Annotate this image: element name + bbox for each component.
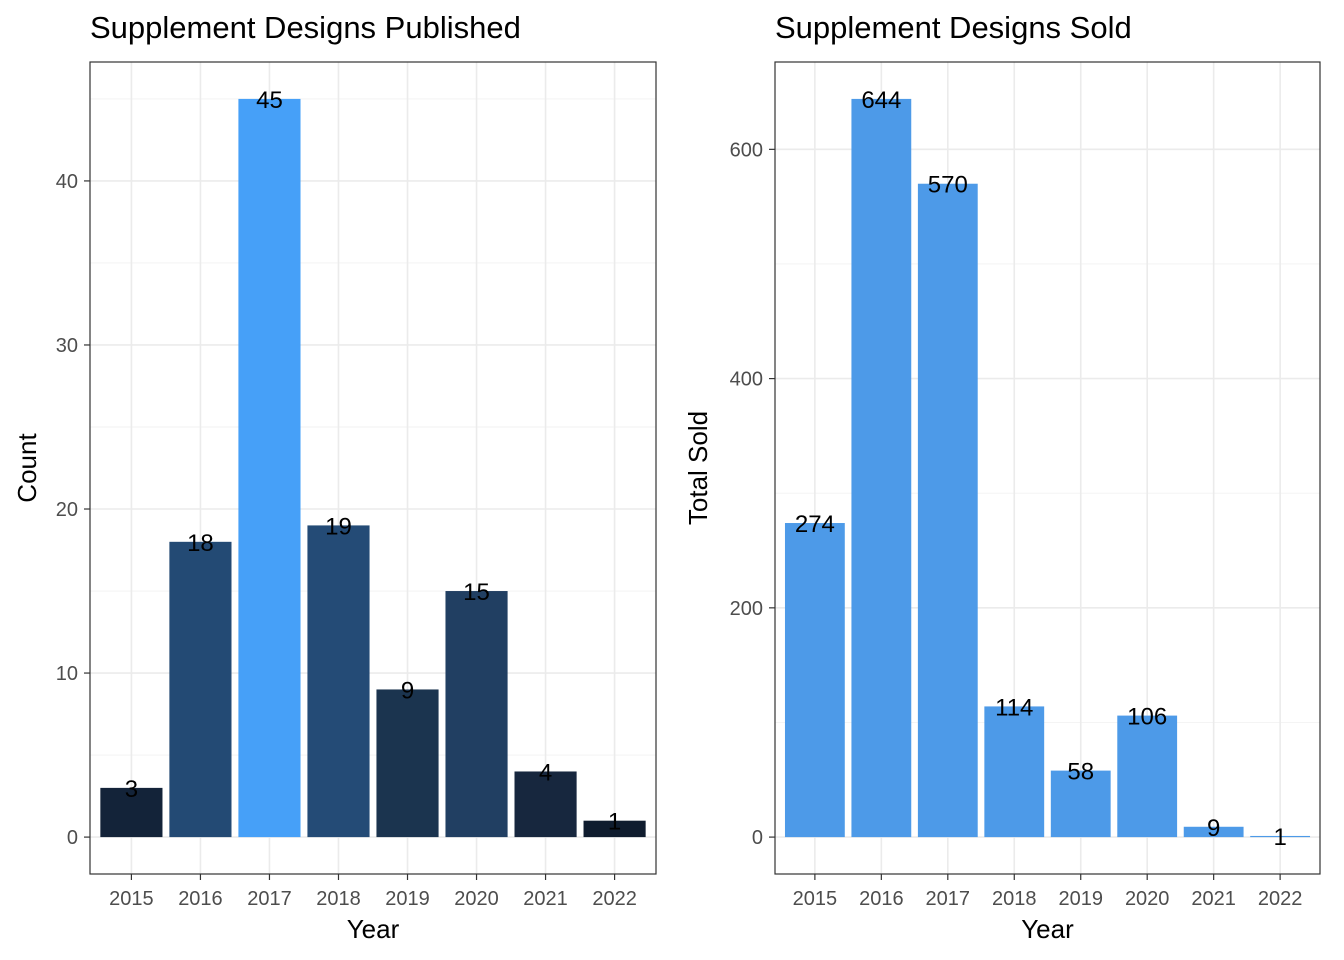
published-y-tick-label: 0	[67, 827, 78, 849]
published-bar-2020	[445, 591, 508, 838]
published-x-tick-label: 2017	[247, 888, 292, 910]
published-chart-title: Supplement Designs Published	[90, 10, 521, 45]
sold-data-label-2022: 1	[1273, 824, 1286, 851]
sold-panel-border	[774, 61, 1321, 875]
published-data-label-2015: 3	[125, 776, 138, 803]
published-x-tick-label: 2022	[592, 888, 637, 910]
published-x-tick-label: 2021	[523, 888, 568, 910]
published-x-axis-title: Year	[347, 914, 400, 944]
published-bar-2016	[169, 541, 232, 838]
sold-data-label-2019: 58	[1067, 759, 1094, 786]
sold-y-tick-label: 0	[752, 827, 763, 849]
sold-chart: 274 644 570 114 58 106 9 1 0 200 400 600 2015 2016 201…	[683, 10, 1321, 944]
sold-x-tick-label: 2022	[1258, 888, 1303, 910]
published-data-label-2019: 9	[401, 677, 414, 704]
sold-bar-2016	[851, 98, 912, 838]
published-x-tick-label: 2016	[178, 888, 223, 910]
published-bar-2015	[100, 787, 163, 838]
published-y-axis-title: Count	[12, 433, 42, 503]
sold-x-tick-label: 2016	[859, 888, 904, 910]
published-x-tick-label: 2015	[109, 888, 154, 910]
sold-bar-2017	[917, 183, 978, 838]
published-x-tick-label: 2020	[454, 888, 499, 910]
sold-x-tick-label: 2017	[926, 888, 971, 910]
sold-y-tick-label: 400	[730, 369, 763, 391]
published-data-label-2021: 4	[539, 759, 552, 786]
sold-data-label-2020: 106	[1127, 704, 1167, 731]
sold-x-tick-label: 2019	[1058, 888, 1103, 910]
sold-y-tick-label: 600	[730, 139, 763, 161]
published-x-tick-label: 2018	[316, 888, 361, 910]
sold-bar-2019	[1050, 770, 1111, 838]
published-y-tick-label: 10	[56, 663, 78, 685]
sold-data-label-2021: 9	[1207, 815, 1220, 842]
published-panel-border	[89, 61, 657, 875]
sold-bar-2015	[784, 523, 845, 838]
sold-data-label-2017: 570	[928, 172, 968, 199]
sold-y-tick-label: 200	[730, 598, 763, 620]
sold-x-tick-label: 2021	[1191, 888, 1236, 910]
sold-x-tick-label: 2018	[992, 888, 1037, 910]
published-bar-2019	[376, 689, 439, 838]
sold-bar-2018	[984, 706, 1045, 838]
published-y-tick-label: 30	[56, 335, 78, 357]
published-data-label-2018: 19	[325, 513, 352, 540]
sold-data-label-2016: 644	[861, 87, 901, 114]
published-y-tick-label: 20	[56, 499, 78, 521]
published-bar-2021	[514, 771, 577, 838]
sold-x-tick-label: 2015	[793, 888, 838, 910]
sold-y-axis-title: Total Sold	[683, 411, 713, 525]
published-bar-2018	[307, 525, 370, 838]
sold-data-label-2018: 114	[995, 694, 1033, 721]
published-bar-2017	[238, 98, 301, 838]
sold-data-label-2015: 274	[795, 511, 835, 538]
published-data-label-2022: 1	[608, 809, 621, 836]
sold-bar-2021	[1183, 826, 1244, 838]
published-data-label-2020: 15	[463, 579, 490, 606]
published-y-tick-label: 40	[56, 171, 78, 193]
published-x-tick-label: 2019	[385, 888, 430, 910]
sold-bar-2022	[1250, 835, 1311, 838]
sold-x-tick-label: 2020	[1125, 888, 1170, 910]
published-data-label-2017: 45	[256, 87, 283, 114]
sold-bar-2020	[1117, 715, 1178, 838]
published-data-label-2016: 18	[187, 530, 214, 557]
sold-x-axis-title: Year	[1021, 914, 1074, 944]
published-bar-2022	[583, 820, 646, 838]
sold-chart-title: Supplement Designs Sold	[775, 10, 1132, 45]
